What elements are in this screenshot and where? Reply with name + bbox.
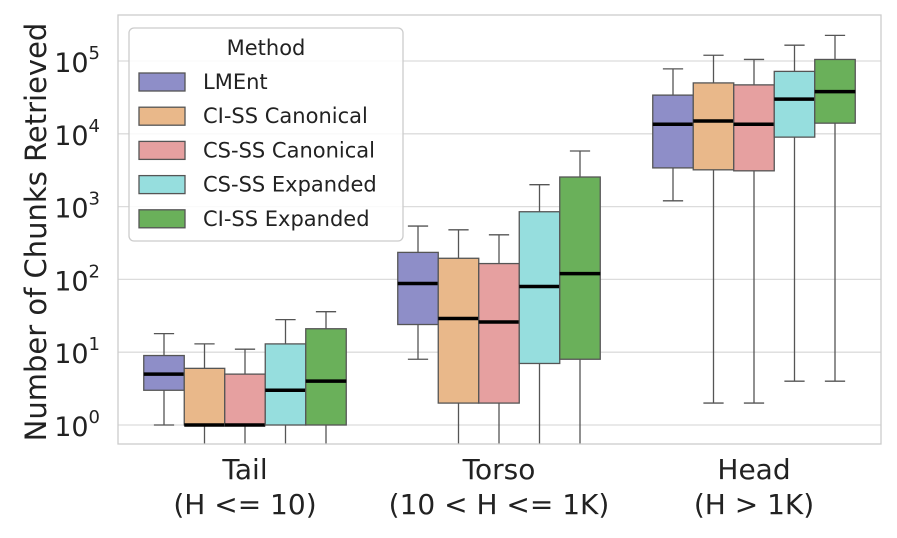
y-tick-base: 10 — [54, 121, 88, 152]
legend-swatch — [138, 174, 186, 195]
y-axis-label: Number of Chunks Retrieved — [19, 23, 53, 442]
x-tick-label-line2: (10 < H <= 1K) — [389, 488, 610, 521]
x-tick-label-line2: (H > 1K) — [694, 488, 814, 521]
y-tick-exponent: 5 — [89, 43, 100, 64]
box-cs-ss-canonical-2 — [733, 58, 775, 404]
y-tick-base: 10 — [54, 48, 88, 79]
box-lment-2 — [652, 68, 694, 202]
box-lment-0 — [143, 332, 185, 426]
legend-swatch — [138, 72, 186, 92]
box-ci-ss-expanded-0 — [305, 311, 347, 444]
iqr-box — [224, 373, 266, 426]
box-cs-ss-expanded-2 — [773, 44, 816, 382]
box-cs-ss-expanded-1 — [518, 184, 561, 444]
y-tick-base: 10 — [54, 412, 88, 443]
y-tick-label: 104 — [54, 116, 100, 152]
box-ci-ss-canonical-0 — [183, 343, 226, 444]
iqr-box — [437, 257, 480, 404]
legend-swatch — [138, 106, 186, 126]
iqr-box — [264, 343, 307, 426]
y-tick-exponent: 3 — [89, 189, 100, 210]
y-tick-base: 10 — [54, 339, 88, 370]
iqr-box — [397, 251, 439, 326]
y-tick-label: 101 — [54, 334, 100, 370]
iqr-box — [733, 84, 775, 172]
box-cs-ss-canonical-0 — [224, 348, 266, 444]
iqr-box — [652, 94, 694, 169]
x-tick-label-line1: Torso — [462, 453, 536, 486]
legend-swatch — [138, 140, 186, 161]
iqr-box — [305, 328, 347, 426]
y-tick-exponent: 4 — [89, 116, 100, 137]
box-ci-ss-canonical-1 — [437, 229, 480, 444]
y-tick-label: 105 — [54, 43, 100, 79]
iqr-box — [478, 262, 520, 404]
legend-label: CI-SS Expanded — [203, 207, 370, 231]
legend-label: CS-SS Expanded — [203, 173, 377, 197]
x-tick-label-line1: Tail — [221, 453, 267, 486]
box-ci-ss-expanded-1 — [559, 150, 601, 444]
y-tick-label: 100 — [54, 407, 100, 443]
box-ci-ss-canonical-2 — [692, 54, 735, 404]
legend-frame — [128, 27, 404, 242]
legend-label: CS-SS Canonical — [203, 138, 375, 162]
y-tick-label: 103 — [54, 189, 100, 225]
iqr-box — [692, 82, 735, 171]
legend: Method LMEnt CI-SS Canonical CS-SS Canonica… — [128, 27, 404, 242]
legend-label: CI-SS Canonical — [203, 104, 368, 128]
box-ci-ss-expanded-2 — [814, 34, 856, 382]
y-tick-base: 10 — [54, 194, 88, 225]
legend-swatch — [138, 209, 186, 229]
x-tick-label-line2: (H <= 10) — [173, 488, 316, 521]
y-tick-exponent: 0 — [89, 407, 100, 428]
plot-frame — [117, 14, 882, 445]
boxes-layer — [143, 34, 856, 444]
y-tick-label: 102 — [54, 261, 100, 297]
iqr-box — [559, 176, 601, 360]
iqr-box — [183, 367, 226, 426]
y-tick-base: 10 — [54, 266, 88, 297]
legend-label: LMEnt — [203, 70, 268, 94]
box-cs-ss-canonical-1 — [478, 234, 520, 444]
box-lment-1 — [397, 225, 439, 360]
iqr-box — [773, 70, 816, 138]
y-tick-exponent: 1 — [89, 334, 100, 355]
y-tick-exponent: 2 — [89, 261, 100, 282]
x-axis-ticks: Tail(H <= 10) Torso(10 < H <= 1K) Head(H >… — [173, 453, 814, 521]
x-tick-label-line1: Head — [717, 453, 790, 486]
legend-title: Method — [227, 36, 306, 60]
